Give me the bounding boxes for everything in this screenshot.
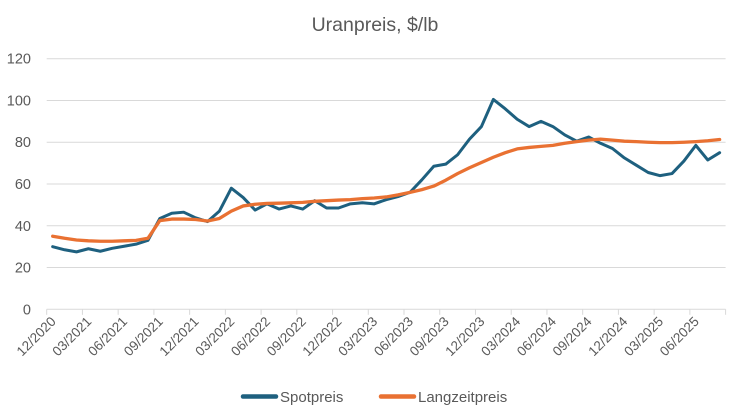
y-tick-label: 80 [15,135,31,151]
y-tick-label: 0 [23,302,31,318]
series-line-spotpreis [51,97,722,254]
series-line-langzeitpreis [51,137,722,243]
y-tick-label: 40 [15,219,31,235]
y-tick-label: 60 [15,177,31,193]
chart-title: Uranpreis, $/lb [312,14,439,36]
legend: Spotpreis Langzeitpreis [240,389,507,406]
legend-label: Spotpreis [280,389,343,406]
x-axis-labels: 12/202003/202106/202109/202112/202103/20… [14,313,702,358]
legend-label: Langzeitpreis [418,389,507,406]
x-tick-label: 06/2025 [657,314,702,359]
gridlines [46,58,726,310]
y-axis-labels: 0 20 40 60 80 100 120 [7,52,31,319]
x-axis-ticks [46,309,727,315]
y-tick-label: 120 [7,52,31,68]
legend-item: Spotpreis [240,389,343,406]
legend-item: Langzeitpreis [378,389,507,406]
y-tick-label: 100 [7,93,31,109]
y-tick-label: 20 [15,261,31,277]
